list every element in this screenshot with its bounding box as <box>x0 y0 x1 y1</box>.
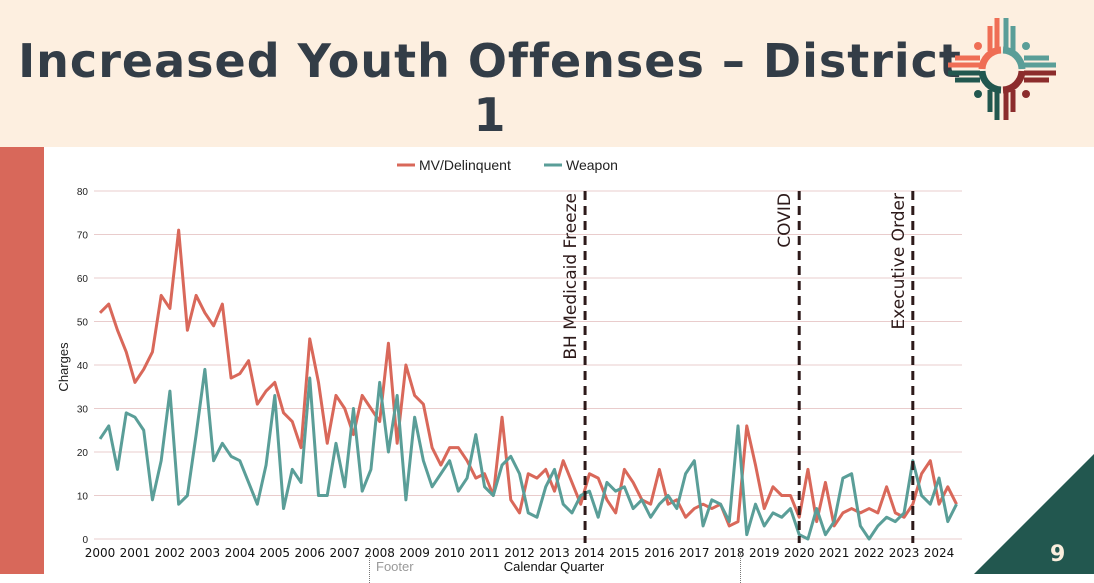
x-tick-label: 2019 <box>749 546 780 560</box>
annotation-label: Executive Order <box>889 193 909 329</box>
series-line-weapon <box>100 369 957 539</box>
y-tick-label: 30 <box>77 405 89 416</box>
x-tick-label: 2005 <box>260 546 291 560</box>
y-tick-label: 50 <box>77 318 89 329</box>
y-tick-label: 0 <box>82 535 88 546</box>
x-tick-label: 2020 <box>784 546 815 560</box>
y-tick-label: 70 <box>77 231 89 242</box>
x-tick-label: 2000 <box>85 546 116 560</box>
x-tick-label: 2024 <box>924 546 955 560</box>
x-tick-label: 2022 <box>854 546 885 560</box>
x-tick-label: 2023 <box>889 546 920 560</box>
x-tick-label: 2003 <box>190 546 221 560</box>
page-number: 9 <box>1050 542 1065 567</box>
y-tick-label: 60 <box>77 274 89 285</box>
x-tick-label: 2007 <box>329 546 360 560</box>
line-chart: 0 10 20 30 40 50 60 70 80 2000 2001 2002 2003 2004 20… <box>44 147 974 574</box>
slide-header: Increased Youth Offenses – District 1 <box>0 0 1094 147</box>
y-tick-label: 10 <box>77 492 89 503</box>
y-tick-label: 80 <box>77 187 89 198</box>
y-tick-label: 40 <box>77 361 89 372</box>
legend: MV/Delinquent Weapon <box>397 157 618 173</box>
slide-title: Increased Youth Offenses – District 1 <box>0 34 980 142</box>
legend-label-weapon: Weapon <box>566 157 618 173</box>
series-line-mv-delinquent <box>100 230 957 526</box>
x-tick-label: 2006 <box>294 546 325 560</box>
x-tick-label: 2001 <box>120 546 151 560</box>
y-tick-label: 20 <box>77 448 89 459</box>
y-axis-label: Charges <box>56 342 71 392</box>
annotation-label: COVID <box>775 193 795 248</box>
x-tick-label: 2004 <box>225 546 256 560</box>
x-axis-label: Calendar Quarter <box>369 560 739 574</box>
corner-triangle <box>974 454 1094 574</box>
annotation-label: BH Medicaid Freeze <box>561 193 581 360</box>
legend-label-mv-delinquent: MV/Delinquent <box>419 157 511 173</box>
zia-sun-logo <box>940 8 1064 130</box>
x-tick-label: 2021 <box>819 546 850 560</box>
left-accent-bar <box>0 147 44 574</box>
x-tick-label: 2002 <box>155 546 186 560</box>
